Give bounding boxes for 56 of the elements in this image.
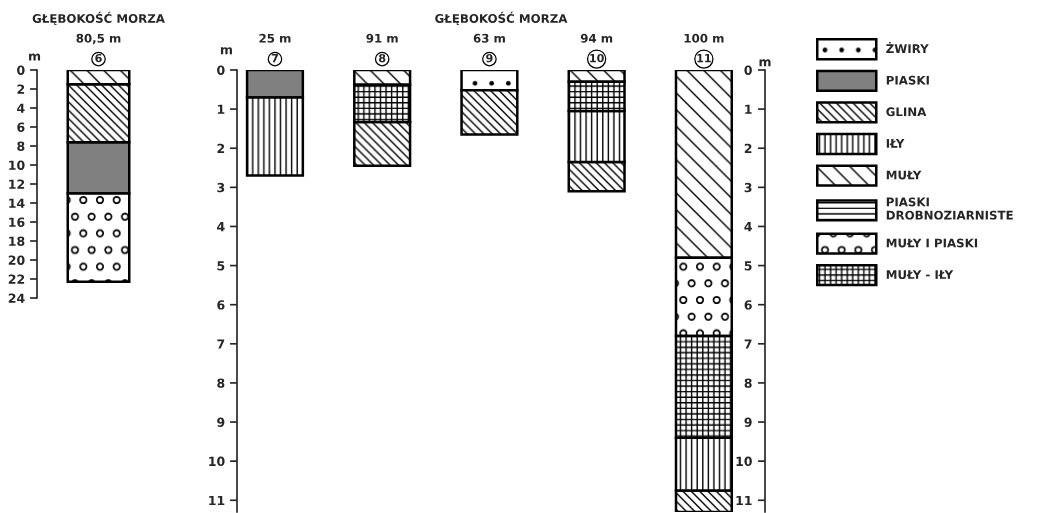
y-tick-label: 22 (8, 274, 25, 284)
y-tick-label: 8 (17, 141, 25, 151)
y-axis-title: m (220, 47, 232, 55)
y2-tick-label: 11 (736, 495, 752, 506)
y-tick-label: 18 (9, 236, 25, 246)
y-tick-label: 4 (17, 103, 25, 113)
legend-label: GLINA (886, 107, 927, 117)
y2-tick-label: 7 (744, 339, 752, 349)
y-tick-label: 5 (217, 261, 225, 271)
legend-label: PIASKI (886, 75, 929, 85)
x-tick-label: 100 m 11 (684, 33, 724, 63)
x-tick-label: 91 m 8 (366, 33, 398, 63)
legend-label: IŁY (886, 139, 905, 148)
y-tick-label: 2 (217, 143, 225, 153)
y-tick-label: 24 (8, 293, 25, 303)
legend-label: PIASKI DROBNOZIARNISTE (886, 197, 1013, 220)
y2-tick-label: 3 (744, 182, 752, 193)
legend-label: MUŁY - IŁY (886, 270, 954, 280)
y2-tick-label: 0 (744, 65, 752, 75)
y-tick-label: 8 (217, 378, 225, 388)
y-tick-label: 11 (209, 495, 225, 506)
y-tick-label: 2 (17, 84, 25, 94)
y-tick-label: 10 (209, 456, 225, 467)
x-tick-label: 94 m 10 (580, 33, 613, 63)
y2-tick-label: 8 (744, 378, 752, 388)
y-axis-title: m (29, 53, 41, 61)
y2-axis-title: m (759, 59, 771, 67)
y-tick-label: 20 (8, 255, 25, 265)
y2-tick-label: 2 (744, 143, 752, 153)
y-tick-label: 14 (9, 198, 25, 208)
legend-label: MUŁY (886, 170, 922, 180)
y-tick-label: 6 (17, 122, 25, 132)
y-tick-label: 16 (9, 217, 25, 227)
chart-title: GŁĘBOKOŚĆ MORZA (435, 11, 568, 26)
y-tick-label: 6 (217, 300, 225, 310)
x-tick-label: 63 m 9 (473, 33, 505, 63)
y-tick-label: 12 (9, 179, 25, 189)
y2-tick-label: 1 (745, 104, 752, 114)
y2-tick-label: 5 (744, 261, 752, 271)
y-tick-label: 4 (217, 222, 225, 232)
y-tick-label: 0 (217, 65, 225, 75)
x-tick-label: 25 m 7 (259, 33, 291, 63)
y2-tick-label: 6 (744, 300, 752, 310)
y2-tick-label: 10 (736, 456, 752, 467)
y-tick-label: 0 (17, 65, 25, 75)
y-tick-label: 9 (217, 417, 225, 427)
legend-label: MUŁY I PIASKI (886, 238, 978, 248)
y-tick-label: 10 (9, 160, 25, 170)
chart-title: GŁĘBOKOŚĆ MORZA (32, 11, 165, 26)
y2-tick-label: 4 (744, 222, 752, 232)
y-tick-label: 3 (217, 182, 225, 193)
y-tick-label: 1 (217, 104, 225, 114)
legend-label: ŻWIRY (886, 42, 929, 53)
y2-tick-label: 9 (744, 417, 752, 427)
x-tick-label: 80,5 m 6 (76, 33, 121, 63)
y-tick-label: 7 (217, 339, 225, 349)
